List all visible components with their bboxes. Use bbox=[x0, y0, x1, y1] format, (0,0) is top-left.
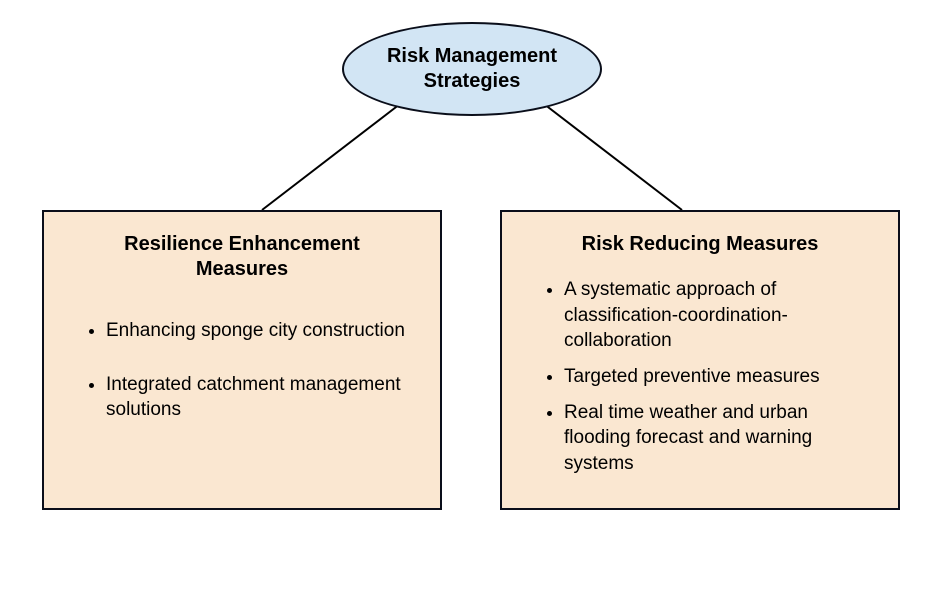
box-right: Risk Reducing Measures A systematic appro… bbox=[500, 210, 900, 510]
box-list: Enhancing sponge city construction Integr… bbox=[68, 318, 416, 423]
box-list: A systematic approach of classification-… bbox=[526, 277, 874, 476]
edge bbox=[544, 104, 682, 210]
box-list-item: Targeted preventive measures bbox=[564, 364, 874, 390]
root-node: Risk ManagementStrategies bbox=[342, 22, 602, 116]
box-list-item: A systematic approach of classification-… bbox=[564, 277, 874, 354]
box-title: Resilience EnhancementMeasures bbox=[68, 232, 416, 282]
edge bbox=[262, 104, 400, 210]
diagram-canvas: Risk ManagementStrategies Resilience Enh… bbox=[0, 0, 945, 600]
root-label: Risk ManagementStrategies bbox=[387, 44, 557, 94]
box-left: Resilience EnhancementMeasures Enhancing … bbox=[42, 210, 442, 510]
box-title: Risk Reducing Measures bbox=[526, 232, 874, 257]
box-list-item: Integrated catchment management solution… bbox=[106, 372, 416, 423]
box-list-item: Enhancing sponge city construction bbox=[106, 318, 416, 344]
box-list-item: Real time weather and urban flooding for… bbox=[564, 400, 874, 477]
